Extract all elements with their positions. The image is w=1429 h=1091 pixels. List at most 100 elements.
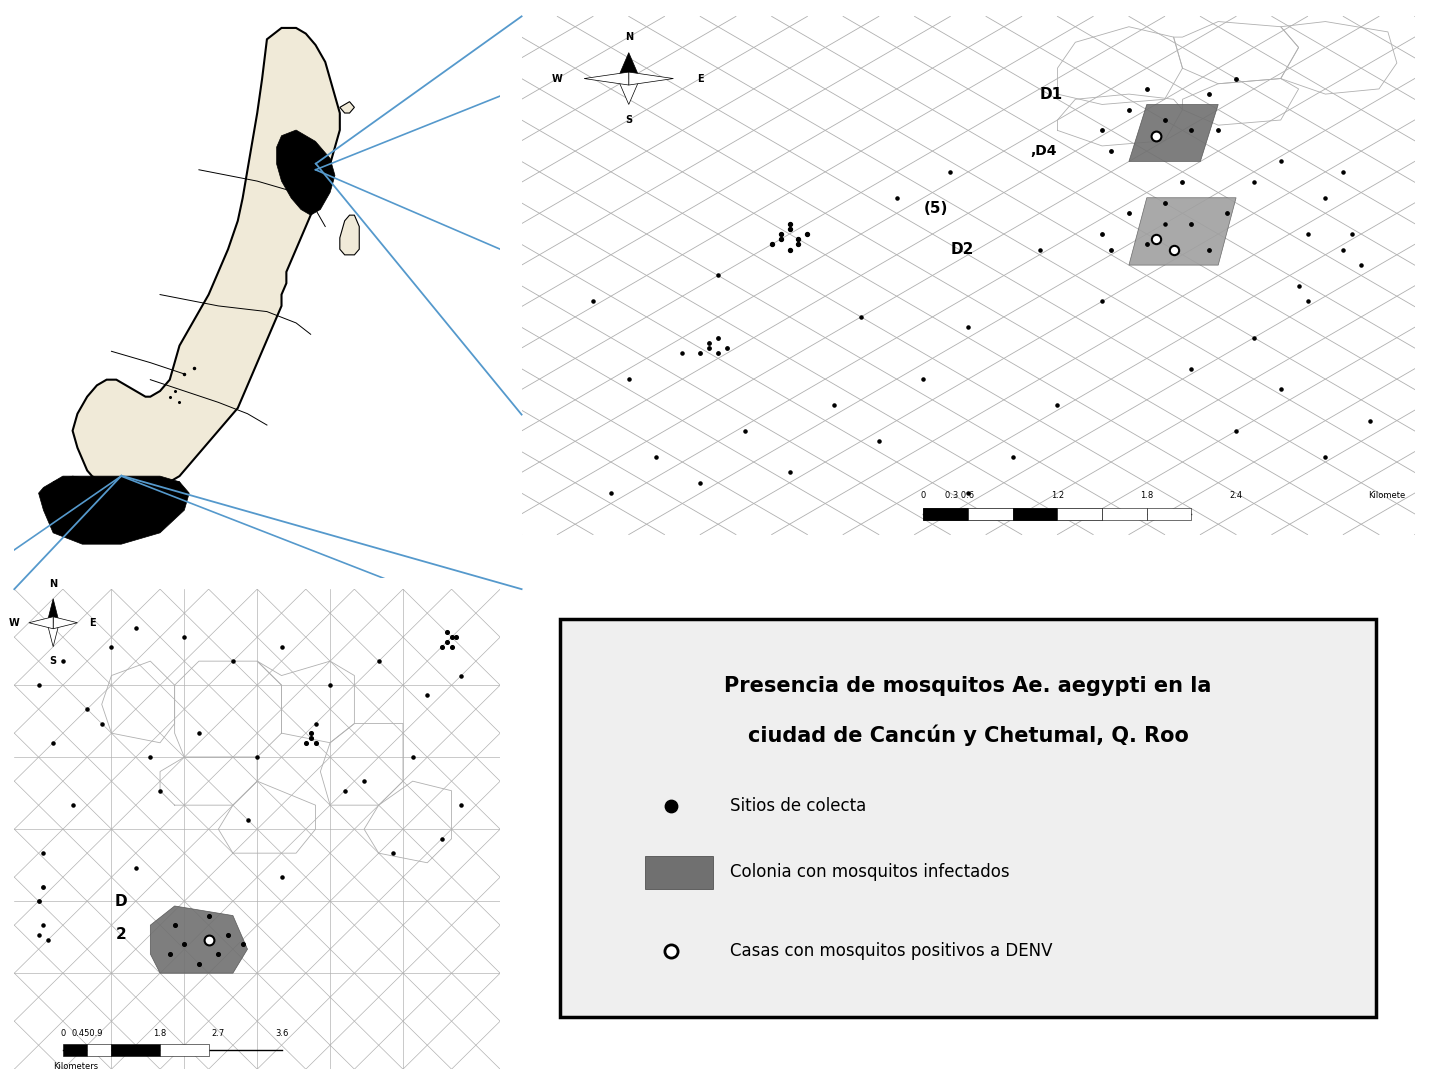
Point [957,484,980,502]
Point [1153,111,1176,129]
Point [173,628,196,646]
Point [777,241,800,259]
Point [1117,205,1140,223]
Point [27,892,50,910]
Point [1315,448,1338,466]
Bar [111,1044,160,1056]
Point [957,319,980,336]
Text: W: W [552,73,563,84]
Point [600,484,623,502]
Point [51,652,74,670]
Text: Presencia de mosquitos Ae. aegypti en la: Presencia de mosquitos Ae. aegypti en la [725,675,1212,696]
Text: 3.6: 3.6 [274,1029,289,1038]
Point [163,916,186,934]
Point [796,225,819,242]
Polygon shape [47,623,59,647]
Point [217,926,240,944]
Point [436,624,459,642]
Point [582,292,604,310]
Point [197,907,220,924]
Text: W: W [9,618,20,627]
Point [1117,100,1140,118]
Point [270,868,293,886]
Point [149,782,171,800]
Point [1145,127,1167,144]
Point [294,734,317,752]
Text: S: S [50,656,57,667]
Point [1046,396,1069,413]
Text: ciudad de Cancún y Chetumal, Q. Roo: ciudad de Cancún y Chetumal, Q. Roo [747,724,1189,746]
Text: 1.2: 1.2 [1050,491,1065,501]
Text: N: N [624,32,633,43]
Point [440,628,463,646]
Point [221,652,244,670]
Text: 0: 0 [920,491,926,501]
Point [1332,163,1355,180]
Point [1296,225,1319,242]
Point [1100,142,1123,159]
Point [1340,225,1363,242]
Point [304,734,327,752]
Point [41,734,64,752]
Point [450,796,473,814]
Point [402,748,424,766]
Point [1145,230,1167,248]
Point [716,339,739,357]
Text: D2: D2 [950,242,973,257]
Bar [87,1044,111,1056]
Point [430,638,453,656]
Point [31,916,54,934]
Point [197,931,220,948]
Text: N: N [49,579,57,589]
Polygon shape [584,72,629,85]
Bar [63,1044,87,1056]
Text: ,D4: ,D4 [1030,144,1057,158]
Point [849,308,872,325]
Point [236,811,259,828]
Point [1135,81,1157,98]
Point [1135,236,1157,253]
Point [430,830,453,848]
Point [31,844,54,862]
Point [787,236,810,253]
Text: D: D [114,894,127,909]
Point [353,772,376,790]
Point [299,729,322,746]
Point [1216,205,1239,223]
Polygon shape [277,130,334,215]
Point [1100,241,1123,259]
Polygon shape [39,476,189,544]
Point [644,448,667,466]
Point [333,782,356,800]
Point [187,724,210,742]
Point [139,748,161,766]
Point [37,931,60,948]
Polygon shape [47,599,59,623]
Point [61,796,84,814]
Bar [1057,507,1102,520]
Point [1269,381,1292,398]
Polygon shape [150,906,247,973]
Point [299,724,322,742]
Bar [1102,507,1146,520]
Point [787,230,810,248]
Polygon shape [53,476,184,527]
Polygon shape [29,616,53,628]
Text: Casas con mosquitos positivos a DENV: Casas con mosquitos positivos a DENV [730,942,1053,960]
Point [1090,121,1113,139]
Point [1332,241,1355,259]
Point [733,422,756,440]
Text: Kilometers: Kilometers [53,1063,99,1071]
Point [939,163,962,180]
Bar [1013,507,1057,520]
Point [1225,422,1248,440]
Point [1090,225,1113,242]
Text: E: E [697,73,703,84]
Point [416,686,439,704]
Bar [969,507,1013,520]
Polygon shape [617,79,640,105]
Point [124,859,147,876]
Text: 0.3 0.6: 0.3 0.6 [945,491,973,501]
Bar [969,507,1013,520]
Point [304,715,327,732]
